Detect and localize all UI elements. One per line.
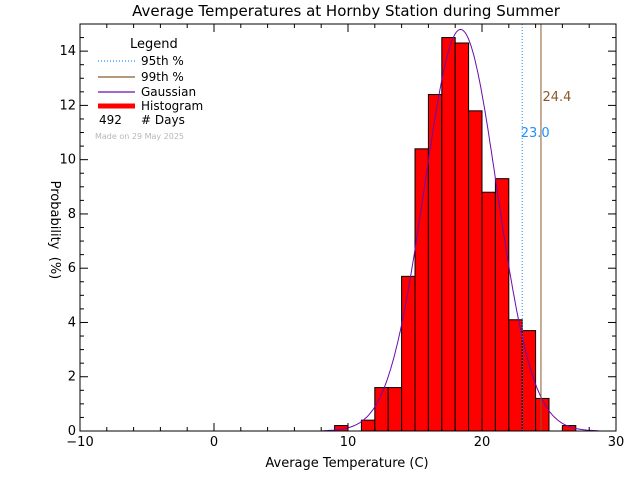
legend-label-histogram: Histogram [141,99,203,113]
x-axis-label: Average Temperature (C) [265,456,428,471]
histogram-bar [387,387,403,432]
y-axis-label: Probability [47,181,62,250]
legend-title: Legend [130,37,178,52]
histogram-bar [481,191,496,432]
histogram-bar [414,148,429,432]
x-tick-label: 10 [340,435,357,450]
x-tick-label: 30 [608,435,625,450]
histogram-bar [441,37,456,432]
x-tick-label: 0 [210,435,218,450]
histogram-bar [454,42,470,432]
made-on-stamp: Made on 29 May 2025 [95,132,184,141]
plot-layer: 23.0 24.4 [322,24,599,432]
legend-days-label: # Days [141,113,185,127]
y-tick-label: 2 [68,370,76,385]
y-tick-label: 8 [68,207,76,222]
gaussian-curve [322,28,599,432]
p99-value-label: 24.4 [542,90,571,105]
histogram-bar [508,319,523,432]
legend-label-gaussian: Gaussian [141,85,196,99]
histogram-bar [494,178,510,432]
p95-value-label: 23.0 [521,126,550,141]
legend-label-p99: 99th % [141,70,184,84]
legend-days-count: 492 [99,113,122,127]
y-axis-unit: (%) [47,257,62,280]
legend-label-p95: 95th % [141,54,184,68]
y-tick-label: 12 [59,98,76,113]
y-tick-label: 6 [68,261,76,276]
y-tick-label: 0 [68,424,76,439]
chart-title: Average Temperatures at Hornby Station d… [132,2,561,20]
histogram-bar [360,419,376,432]
y-tick-label: 10 [59,153,76,168]
y-tick-label: 14 [59,44,76,59]
histogram-bar [401,275,416,432]
y-tick-label: 4 [68,315,76,330]
histogram-bar [535,397,550,432]
x-tick-label: 20 [474,435,491,450]
histogram-bar [468,110,483,432]
x-tick-label: −10 [66,435,93,450]
legend: Legend 95th % 99th % Gaussian Histogram … [95,37,203,141]
